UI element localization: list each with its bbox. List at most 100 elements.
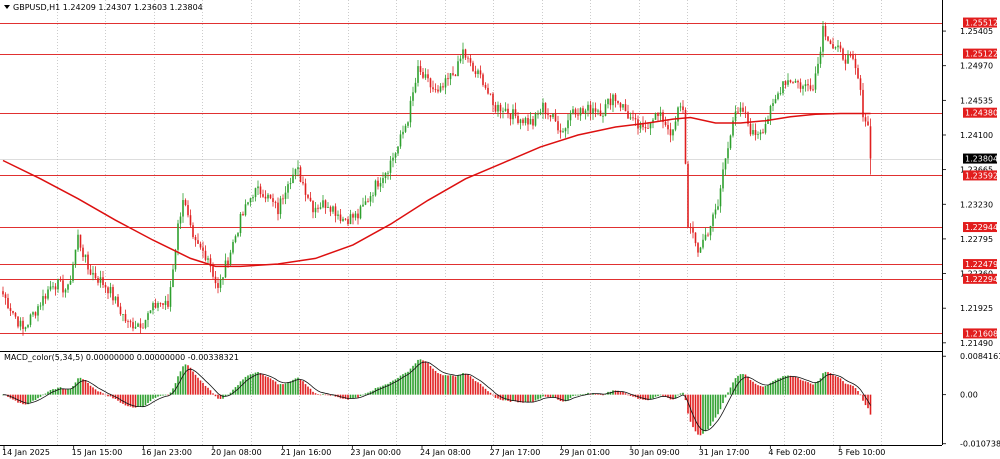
macd-bar bbox=[582, 394, 584, 395]
macd-bar bbox=[772, 381, 774, 395]
macd-bar bbox=[322, 393, 324, 395]
candle-body bbox=[269, 194, 272, 199]
candle-body bbox=[362, 204, 364, 207]
macd-bar bbox=[824, 371, 827, 395]
candle-body bbox=[434, 89, 437, 91]
triangle-down-icon[interactable] bbox=[4, 5, 10, 9]
macd-bar bbox=[242, 379, 244, 395]
candle-body bbox=[719, 188, 722, 207]
macd-bar bbox=[447, 375, 449, 395]
macd-bar bbox=[382, 385, 384, 395]
macd-bar bbox=[594, 393, 597, 395]
candle-body bbox=[729, 135, 732, 149]
candle-body bbox=[262, 194, 264, 197]
macd-bar bbox=[832, 374, 834, 395]
candle-body bbox=[234, 236, 237, 243]
macd-bar bbox=[574, 394, 577, 396]
candle-body bbox=[222, 277, 224, 280]
macd-bar bbox=[679, 393, 682, 395]
macd-bar bbox=[237, 385, 239, 395]
candle-body bbox=[867, 121, 869, 126]
macd-bar bbox=[699, 394, 702, 436]
candle-body bbox=[537, 113, 539, 115]
macd-bar bbox=[17, 394, 19, 403]
macd-bar bbox=[769, 382, 772, 395]
macd-bar bbox=[29, 394, 32, 403]
macd-bar bbox=[854, 388, 857, 395]
macd-bar bbox=[764, 385, 767, 395]
candle-body bbox=[844, 59, 847, 64]
candle-body bbox=[97, 278, 99, 283]
macd-bar bbox=[549, 394, 552, 398]
candle-body bbox=[529, 118, 532, 125]
macd-bar bbox=[757, 385, 759, 395]
candle-body bbox=[92, 272, 94, 275]
candle-body bbox=[312, 200, 314, 213]
candle-body bbox=[367, 201, 369, 203]
macd-bar bbox=[409, 368, 412, 395]
candle-body bbox=[249, 198, 252, 203]
candle-body bbox=[642, 123, 644, 128]
candle-body bbox=[164, 300, 167, 305]
candle-body bbox=[462, 49, 464, 59]
macd-bar bbox=[654, 394, 657, 397]
candle-body bbox=[437, 89, 439, 92]
macd-bar bbox=[494, 394, 497, 398]
candle-body bbox=[172, 269, 174, 288]
candle-body bbox=[557, 121, 559, 131]
candle-body bbox=[622, 104, 624, 108]
candle-body bbox=[29, 314, 32, 325]
macd-bar bbox=[287, 382, 289, 395]
macd-bar bbox=[749, 380, 752, 395]
macd-histogram bbox=[2, 359, 872, 436]
candle-body bbox=[524, 118, 527, 124]
macd-bar bbox=[762, 386, 764, 395]
candle-body bbox=[237, 233, 239, 237]
macd-bar bbox=[147, 394, 149, 404]
candle-body bbox=[187, 205, 189, 216]
macd-bar bbox=[152, 394, 154, 399]
candle-body bbox=[182, 200, 184, 217]
macd-bar bbox=[389, 381, 392, 395]
candle-body bbox=[87, 254, 89, 270]
macd-bar bbox=[737, 375, 739, 395]
price-tick-label: 1.25405 bbox=[960, 27, 993, 36]
macd-bar bbox=[292, 379, 294, 395]
macd-bar bbox=[54, 389, 57, 395]
candle-body bbox=[704, 234, 707, 240]
candles bbox=[2, 20, 872, 336]
macd-bar bbox=[392, 380, 394, 395]
candle-body bbox=[109, 287, 112, 294]
candle-body bbox=[399, 134, 402, 147]
macd-bar bbox=[817, 381, 819, 395]
candle-body bbox=[757, 134, 759, 136]
candle-body bbox=[17, 316, 19, 327]
candle-body bbox=[332, 206, 334, 212]
macd-bar bbox=[837, 377, 839, 395]
macd-bar bbox=[107, 394, 109, 397]
candle-body bbox=[734, 111, 737, 121]
candle-body bbox=[752, 130, 754, 135]
candle-body bbox=[482, 74, 484, 85]
candle-body bbox=[129, 321, 132, 323]
time-tick-label: 16 Jan 23:00 bbox=[141, 448, 192, 457]
macd-bar bbox=[49, 390, 52, 395]
macd-bar bbox=[622, 392, 624, 395]
macd-bar bbox=[597, 393, 599, 395]
candle-body bbox=[809, 85, 812, 90]
macd-tick-label: -0.0107387 bbox=[960, 440, 1000, 449]
candle-body bbox=[562, 131, 564, 133]
candle-body bbox=[39, 305, 42, 307]
macd-bar bbox=[602, 394, 604, 396]
candle-body bbox=[329, 206, 332, 212]
macd-bar bbox=[122, 394, 124, 404]
candle-body bbox=[54, 286, 57, 290]
macd-bar bbox=[247, 375, 249, 395]
macd-bar bbox=[319, 394, 322, 396]
macd-bar bbox=[212, 393, 214, 395]
macd-bar bbox=[472, 378, 474, 395]
macd-bar bbox=[344, 394, 347, 399]
macd-bar bbox=[402, 374, 404, 395]
macd-bar bbox=[692, 394, 694, 428]
